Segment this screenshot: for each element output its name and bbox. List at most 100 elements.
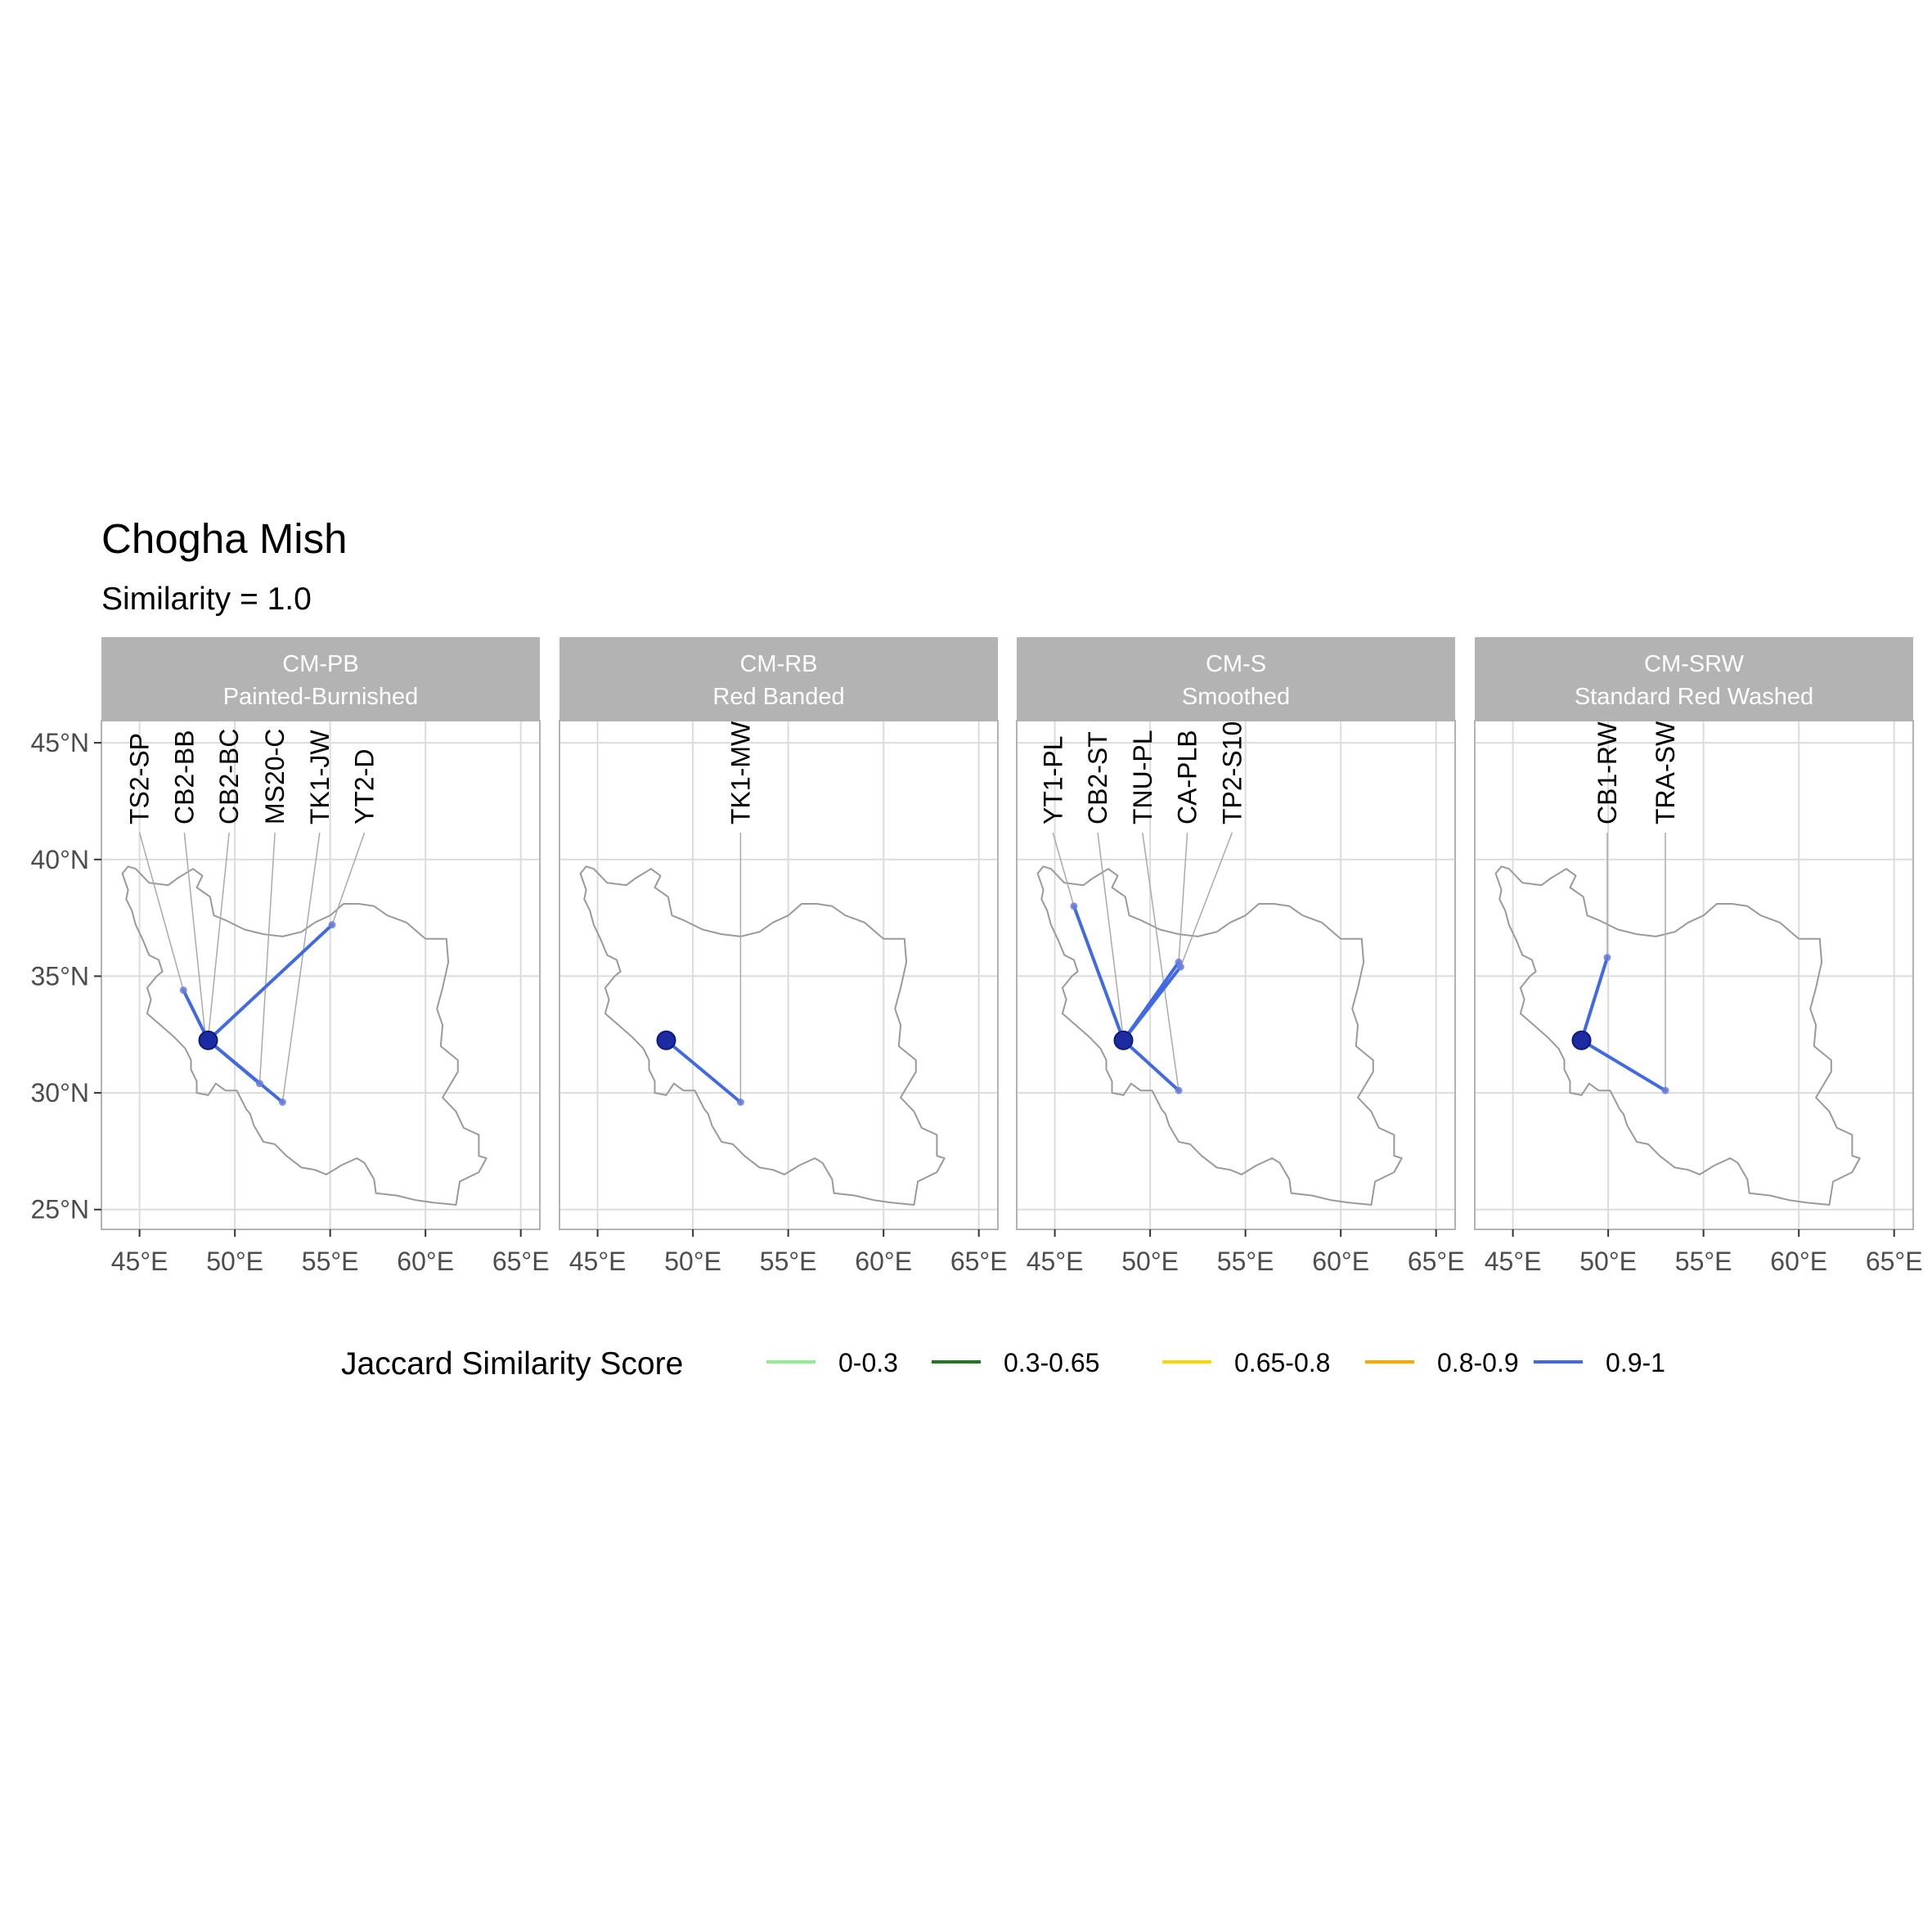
similarity-link [1579, 1038, 1668, 1093]
label-leader-line [1097, 832, 1125, 1040]
origin-point [656, 1030, 676, 1050]
facet-strip [1017, 637, 1455, 721]
legend-item: 0.65-0.8 [1162, 1348, 1330, 1377]
legend-item: 0.3-0.65 [932, 1348, 1099, 1377]
x-tick-label: 55°E [302, 1247, 359, 1276]
x-tick-label: 55°E [1217, 1247, 1274, 1276]
x-tick-label: 45°E [1485, 1247, 1542, 1276]
site-label: YT2-D [350, 749, 380, 824]
site-label: MS20-C [260, 729, 290, 824]
x-tick-label: 45°E [1027, 1247, 1084, 1276]
x-tick-label: 60°E [855, 1247, 912, 1276]
y-tick-label: 25°N [31, 1195, 90, 1224]
site-label: TK1-MW [726, 721, 755, 824]
x-tick-label: 65°E [492, 1247, 550, 1276]
origin-point [198, 1030, 218, 1050]
x-tick-label: 55°E [760, 1247, 817, 1276]
figure-title: Chogha Mish [101, 515, 348, 562]
panel-background [559, 721, 998, 1229]
site-label: TNU-PL [1128, 730, 1157, 824]
label-leader-line [1178, 832, 1188, 963]
origin-point [1571, 1030, 1592, 1050]
site-point [255, 1080, 263, 1088]
facet-panel: CM-S Smoothed YT1-PL CB2-ST TNU-PL CA-PLB TP2-… [1016, 637, 1465, 1276]
legend-label: 0.3-0.65 [1004, 1348, 1099, 1377]
figure-subtitle: Similarity = 1.0 [101, 582, 312, 617]
panel-background [1475, 721, 1913, 1229]
x-tick-label: 50°E [1579, 1247, 1637, 1276]
legend-label: 0.9-1 [1606, 1348, 1665, 1377]
label-leader-line [331, 832, 366, 925]
site-label: CB2-BC [214, 729, 244, 824]
label-leader-line [281, 832, 321, 1103]
country-outline [579, 865, 946, 1206]
site-point [1175, 1086, 1183, 1094]
legend-label: 0-0.3 [838, 1348, 898, 1377]
facet-panel: CM-RB Red Banded TK1-MW 45°E 50°E 55°E 60°E 65°… [559, 637, 1008, 1276]
x-tick-label: 50°E [664, 1247, 721, 1276]
label-leader-line [1179, 832, 1233, 968]
similarity-link [206, 923, 334, 1042]
panel-border [1474, 720, 1914, 1230]
site-label: TRA-SW [1651, 721, 1680, 824]
y-tick-label: 30°N [31, 1078, 90, 1108]
similarity-link [206, 1038, 285, 1104]
facet-strip [1475, 637, 1913, 721]
x-tick-label: 45°E [569, 1247, 627, 1276]
facet-name: Red Banded [712, 684, 844, 710]
y-tick-label: 45°N [31, 728, 90, 757]
label-leader-line [1142, 832, 1179, 1091]
site-labels: TS2-SP CB2-BB CB2-BC MS20-C TK1-JW YT2-D [125, 729, 380, 824]
panel-border [1016, 720, 1456, 1230]
facet-strip [559, 637, 998, 721]
gridlines [559, 721, 998, 1229]
origin-point [1113, 1030, 1134, 1050]
site-labels: YT1-PL CB2-ST TNU-PL CA-PLB TP2-S10 [1038, 721, 1247, 824]
site-point [1661, 1086, 1669, 1094]
similarity-link [1579, 955, 1609, 1042]
facet-panels: CM-PB Painted-Burnished TS2-SP CB2-BB CB2-BC… [31, 637, 1923, 1276]
panel-border [559, 720, 999, 1230]
x-tick-label: 65°E [1408, 1247, 1465, 1276]
site-label: CB1-RW [1593, 721, 1622, 824]
x-tick-label: 60°E [397, 1247, 454, 1276]
label-leader-line [258, 832, 276, 1084]
site-point [736, 1099, 744, 1106]
site-label: TK1-JW [305, 730, 335, 824]
site-label: CB2-BB [169, 730, 199, 824]
site-point [1603, 954, 1611, 962]
site-point [328, 921, 336, 929]
similarity-link [1121, 1038, 1181, 1093]
x-tick-label: 50°E [206, 1247, 263, 1276]
similarity-link [1121, 965, 1183, 1042]
y-tick-label: 35°N [31, 961, 90, 991]
legend: Jaccard Similarity Score 0-0.3 0.3-0.65 0.6… [341, 1346, 1665, 1382]
label-leader-line [183, 832, 206, 1036]
gridlines [101, 721, 540, 1229]
x-tick-label: 60°E [1770, 1247, 1827, 1276]
panel-background [101, 721, 540, 1229]
x-tick-label: 55°E [1675, 1247, 1732, 1276]
legend-label: 0.65-0.8 [1234, 1348, 1330, 1377]
y-tick-label: 40°N [31, 845, 90, 874]
site-labels: CB1-RW TRA-SW [1593, 721, 1680, 824]
facet-name: Smoothed [1182, 684, 1290, 710]
site-labels: TK1-MW [726, 721, 755, 824]
x-tick-label: 65°E [950, 1247, 1008, 1276]
x-tick-label: 50°E [1121, 1247, 1179, 1276]
label-leader-line [207, 832, 230, 1039]
legend-item: 0.9-1 [1534, 1348, 1665, 1377]
panel-background [1017, 721, 1455, 1229]
x-tick-label: 65°E [1866, 1247, 1923, 1276]
site-label: TS2-SP [125, 733, 155, 824]
legend-label: 0.8-0.9 [1437, 1348, 1519, 1377]
facet-name: Standard Red Washed [1575, 684, 1813, 710]
facet-code: CM-PB [282, 651, 358, 677]
x-tick-label: 45°E [111, 1247, 168, 1276]
site-label: CB2-ST [1083, 731, 1112, 824]
facet-code: CM-S [1206, 651, 1266, 677]
similarity-link [664, 1038, 743, 1104]
site-point [179, 986, 187, 995]
site-point [1176, 963, 1184, 971]
similarity-link [1072, 904, 1126, 1042]
